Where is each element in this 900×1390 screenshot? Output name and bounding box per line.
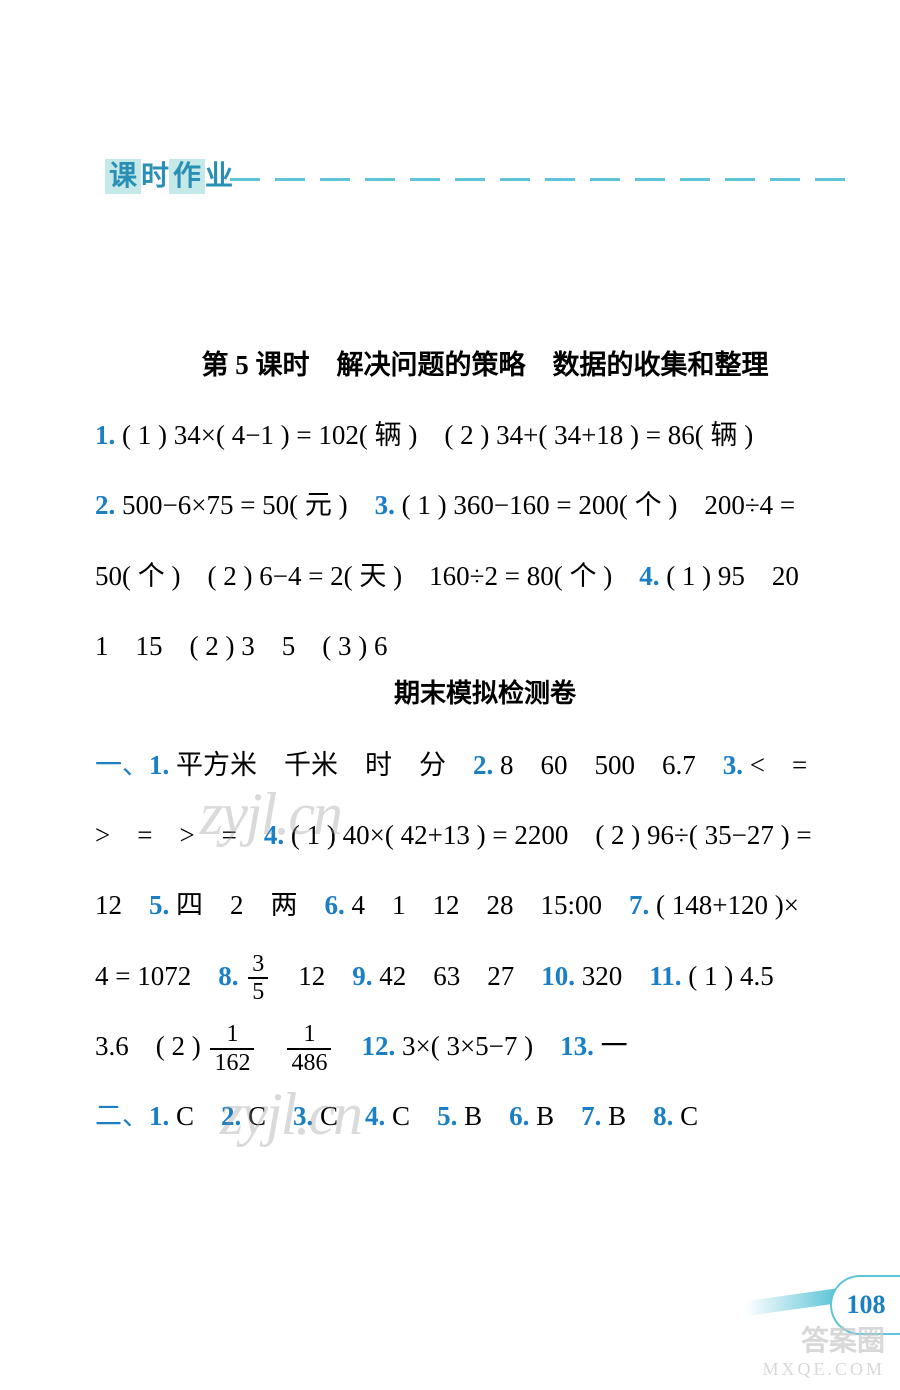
q11-f2-den: 486 <box>287 1050 331 1076</box>
eq11-text: ( 1 ) 4.5 <box>682 961 774 991</box>
s2q5-text: B <box>457 1101 509 1131</box>
section-1: 一、 <box>95 750 149 780</box>
eq2-text: 8 60 500 6.7 <box>493 750 723 780</box>
eq3-num: 3. <box>723 750 743 780</box>
eq5-text: 四 2 两 <box>169 890 324 920</box>
eq9-num: 9. <box>352 961 372 991</box>
s2q8-num: 8. <box>653 1101 673 1131</box>
line5c <box>334 1031 361 1061</box>
q1-text: ( 1 ) 34×( 4−1 ) = 102( 辆 ) ( 2 ) 34+( 3… <box>115 420 753 450</box>
s2q3-text: C <box>313 1101 365 1131</box>
eq4-text: ( 1 ) 40×( 42+13 ) = 2200 ( 2 ) 96÷( 35−… <box>284 820 811 850</box>
bottom-watermark: 答案圈 MXQE.COM <box>762 1319 885 1380</box>
q2-text: 500−6×75 = 50( 元 ) <box>115 490 374 520</box>
eq2-num: 2. <box>473 750 493 780</box>
q3-number: 3. <box>375 490 395 520</box>
eq5-num: 5. <box>149 890 169 920</box>
s2q5-num: 5. <box>437 1101 457 1131</box>
lesson5-line1: 1. ( 1 ) 34×( 4−1 ) = 102( 辆 ) ( 2 ) 34+… <box>95 400 875 470</box>
q8-frac-num: 3 <box>248 951 268 979</box>
q11-f1-num: 1 <box>210 1021 254 1049</box>
s2q7-num: 7. <box>581 1101 601 1131</box>
eq3-text: < = <box>743 750 807 780</box>
s2q1-text: C <box>169 1101 221 1131</box>
header-char-4: 业 <box>205 161 233 192</box>
eq10-text: 320 <box>575 961 649 991</box>
q4-number: 4. <box>639 561 659 591</box>
eq8-text2: 12 <box>271 961 352 991</box>
lesson5-block: 第 5 课时 解决问题的策略 数据的收集和整理 1. ( 1 ) 34×( 4−… <box>95 285 875 681</box>
exam-title-block: 期末模拟检测卷 <box>95 660 875 728</box>
exam-line4: 4 = 1072 8. 35 12 9. 42 63 27 10. 320 11… <box>95 941 875 1011</box>
s2q3-num: 3. <box>293 1101 313 1131</box>
bottom-wm-line2: MXQE.COM <box>762 1359 885 1380</box>
s2q4-text: C <box>385 1101 437 1131</box>
line5a: 3.6 ( 2 ) <box>95 1031 207 1061</box>
s2q4-num: 4. <box>365 1101 385 1131</box>
s2q6-text: B <box>529 1101 581 1131</box>
exam-line2: > = > = 4. ( 1 ) 40×( 42+13 ) = 2200 ( 2… <box>95 800 875 870</box>
s2q2-text: C <box>241 1101 293 1131</box>
eq13-num: 13. <box>560 1031 594 1061</box>
s2q2-num: 2. <box>221 1101 241 1131</box>
eq7-text: ( 148+120 )× <box>649 890 799 920</box>
header-section: 课时作业 <box>95 150 875 198</box>
exam-title: 期末模拟检测卷 <box>95 660 875 728</box>
exam-line6: 二、1. C 2. C 3. C 4. C 5. B 6. B 7. B 8. … <box>95 1081 875 1151</box>
q4-text: ( 1 ) 95 20 <box>659 561 798 591</box>
eq1-text: 平方米 千米 时 分 <box>169 750 473 780</box>
q11-f1-den: 162 <box>210 1050 254 1076</box>
eq10-num: 10. <box>541 961 575 991</box>
eq7-num: 7. <box>629 890 649 920</box>
line4a: 4 = 1072 <box>95 961 218 991</box>
q8-fraction: 35 <box>248 951 268 1006</box>
q3-text: ( 1 ) 360−160 = 200( 个 ) 200÷4 = <box>395 490 795 520</box>
eq9-text: 42 63 27 <box>372 961 541 991</box>
exam-content: 一、1. 平方米 千米 时 分 2. 8 60 500 6.7 3. < = >… <box>95 730 875 1151</box>
line5b <box>257 1031 284 1061</box>
page-swoosh <box>745 1289 835 1317</box>
eq11-num: 11. <box>649 961 681 991</box>
eq12-text: 3×( 3×5−7 ) <box>395 1031 560 1061</box>
header-char-1: 课 <box>105 159 141 194</box>
header-char-3: 作 <box>169 159 205 194</box>
lesson5-title: 第 5 课时 解决问题的策略 数据的收集和整理 <box>95 330 875 400</box>
eq13-text: 一 <box>594 1031 628 1061</box>
section-2: 二、 <box>95 1101 149 1131</box>
header-label: 课时作业 <box>95 150 243 198</box>
eq6-text: 4 1 12 28 15:00 <box>345 890 629 920</box>
q11-fraction1: 1162 <box>210 1021 254 1076</box>
lesson5-line2: 2. 500−6×75 = 50( 元 ) 3. ( 1 ) 360−160 =… <box>95 470 875 540</box>
q11-f2-num: 1 <box>287 1021 331 1049</box>
eq8-num: 8. <box>218 961 238 991</box>
line3-text: 50( 个 ) ( 2 ) 6−4 = 2( 天 ) 160÷2 = 80( 个… <box>95 561 639 591</box>
q8-frac-den: 5 <box>248 979 268 1005</box>
eq4-num: 4. <box>264 820 284 850</box>
header-divider <box>230 178 860 181</box>
header-char-2: 时 <box>141 161 169 192</box>
lesson5-line3: 50( 个 ) ( 2 ) 6−4 = 2( 天 ) 160÷2 = 80( 个… <box>95 541 875 611</box>
eq12-num: 12. <box>361 1031 395 1061</box>
s2q8-text: C <box>673 1101 698 1131</box>
exam-line3: 12 5. 四 2 两 6. 4 1 12 28 15:00 7. ( 148+… <box>95 870 875 940</box>
s2q7-text: B <box>601 1101 653 1131</box>
exam-line5: 3.6 ( 2 ) 1162 1486 12. 3×( 3×5−7 ) 13. … <box>95 1011 875 1081</box>
bottom-wm-line1: 答案圈 <box>762 1319 885 1359</box>
exam-line1: 一、1. 平方米 千米 时 分 2. 8 60 500 6.7 3. < = <box>95 730 875 800</box>
q11-fraction2: 1486 <box>287 1021 331 1076</box>
eq1-num: 1. <box>149 750 169 780</box>
q1-number: 1. <box>95 420 115 450</box>
eq6-num: 6. <box>325 890 345 920</box>
s2q6-num: 6. <box>509 1101 529 1131</box>
line3a: 12 <box>95 890 149 920</box>
s2q1-num: 1. <box>149 1101 169 1131</box>
line2a: > = > = <box>95 820 264 850</box>
q2-number: 2. <box>95 490 115 520</box>
